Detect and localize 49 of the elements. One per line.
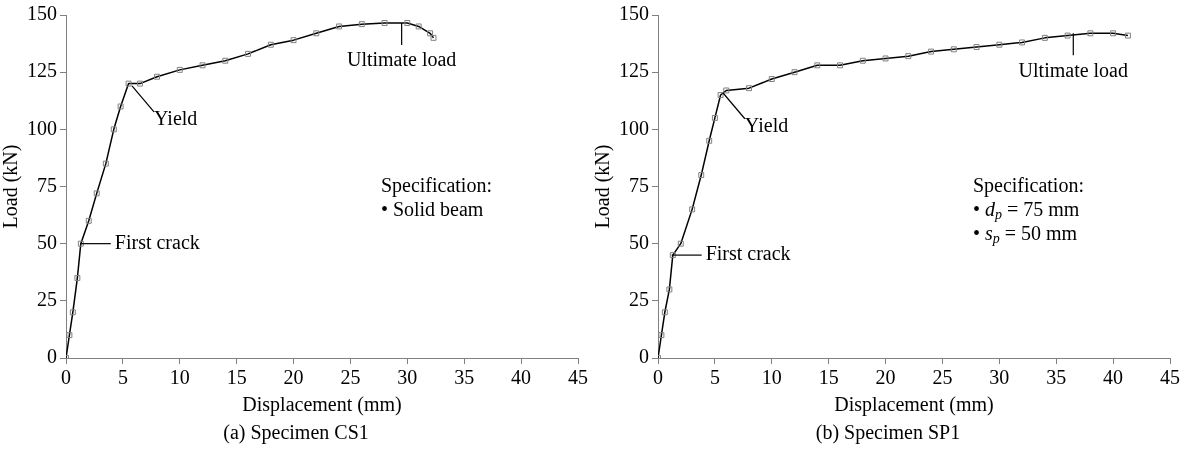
y-tick-label: 75 <box>37 173 57 196</box>
text: (b) Specimen SP1 <box>814 420 962 446</box>
y-tick-label: 100 <box>27 116 57 139</box>
x-tick-label: 30 <box>397 366 418 389</box>
y-axis-title: Load (kN) <box>0 144 23 229</box>
x-tick-label: 25 <box>340 366 361 389</box>
y-tick-label: 50 <box>37 230 57 253</box>
annotation: Specification: <box>380 173 492 197</box>
x-tick-label: 45 <box>1160 366 1180 389</box>
x-tick-label: 35 <box>454 366 475 389</box>
annotation: First crack <box>705 242 791 265</box>
y-tick-label: 25 <box>37 288 57 311</box>
x-tick-label: 0 <box>61 366 71 389</box>
y-tick-label: 125 <box>27 59 57 82</box>
x-tick-label: 0 <box>653 366 663 389</box>
x-tick-label: 10 <box>169 366 190 389</box>
y-tick-label: 100 <box>619 116 649 139</box>
y-tick-label: 75 <box>629 173 649 196</box>
y-tick-label: 25 <box>629 288 649 311</box>
x-tick-label: 30 <box>989 366 1010 389</box>
x-tick-label: 5 <box>709 366 720 389</box>
y-tick-label: 150 <box>619 2 649 25</box>
x-tick-label: 15 <box>818 366 839 389</box>
annotation: Yield <box>153 107 198 130</box>
x-tick-label: 40 <box>511 366 532 389</box>
x-tick-label: 20 <box>875 366 896 389</box>
x-tick-label: 5 <box>117 366 128 389</box>
y-axis-title: Load (kN) <box>591 144 615 229</box>
annotation: Yield <box>744 114 789 136</box>
x-tick-label: 40 <box>1103 366 1124 389</box>
annotation: Ultimate load <box>1018 58 1128 81</box>
y-tick-label: 150 <box>27 2 57 25</box>
y-tick-label: 0 <box>47 345 57 368</box>
text: (a) Specimen CS1 <box>222 420 370 446</box>
x-tick-label: 20 <box>283 366 304 389</box>
annotation: Ultimate load <box>346 48 457 71</box>
annotation: • Solid beam <box>380 197 484 220</box>
x-tick-label: 15 <box>226 366 247 389</box>
annotation: Specification: <box>972 173 1084 197</box>
x-tick-label: 45 <box>568 366 588 389</box>
y-tick-label: 0 <box>639 345 649 368</box>
x-tick-label: 10 <box>761 366 782 389</box>
y-tick-label: 125 <box>619 59 649 82</box>
x-tick-label: 25 <box>932 366 953 389</box>
y-tick-label: 50 <box>629 230 649 253</box>
x-tick-label: 35 <box>1046 366 1067 389</box>
x-axis-title: Displacement (mm) <box>834 393 994 417</box>
x-axis-title: Displacement (mm) <box>242 393 402 417</box>
annotation: First crack <box>114 230 200 253</box>
